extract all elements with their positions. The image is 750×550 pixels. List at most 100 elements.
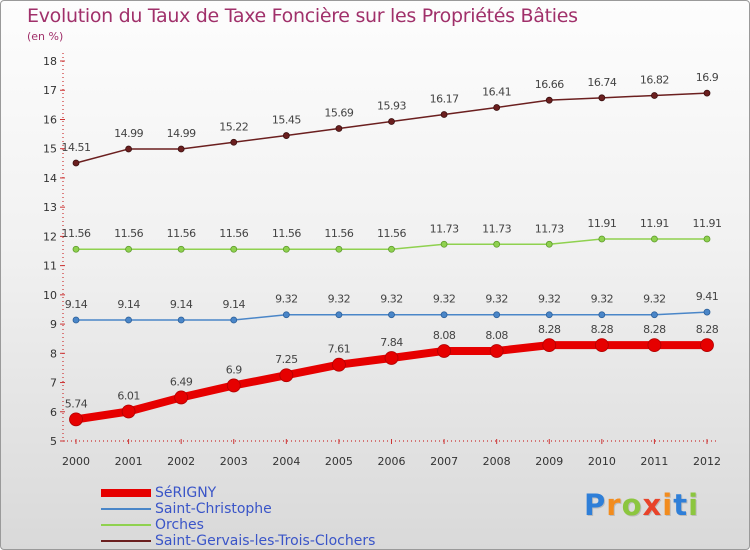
data-label: 11.73 (430, 222, 459, 235)
data-label: 9.41 (696, 290, 719, 303)
x-tick-label: 2011 (640, 455, 668, 468)
y-tick-label: 18 (43, 55, 57, 68)
legend-label: Orches (155, 517, 204, 533)
data-point (121, 404, 136, 419)
proxiti-logo: Proxiti (584, 488, 699, 522)
data-label: 7.25 (275, 353, 298, 366)
x-tick-label: 2005 (325, 455, 353, 468)
data-label: 8.28 (643, 323, 666, 336)
logo-letter: r (606, 488, 622, 522)
data-point (72, 159, 80, 167)
data-point (177, 145, 185, 153)
data-label: 8.28 (538, 323, 561, 336)
data-label: 14.51 (62, 141, 91, 154)
data-point (647, 338, 662, 353)
data-label: 5.74 (65, 397, 88, 410)
data-label: 11.91 (640, 217, 669, 230)
y-tick-label: 12 (43, 230, 57, 243)
data-point (282, 311, 290, 319)
data-point (230, 316, 238, 324)
legend-swatch (101, 508, 151, 510)
data-label: 11.91 (693, 217, 722, 230)
data-point (542, 338, 557, 353)
data-label: 11.56 (167, 227, 196, 240)
data-point (282, 245, 290, 253)
x-tick-label: 2010 (588, 455, 616, 468)
data-label: 6.9 (226, 363, 242, 376)
data-point (125, 316, 132, 324)
data-label: 11.56 (219, 227, 248, 240)
data-label: 8.08 (485, 329, 508, 342)
legend-swatch (101, 540, 151, 542)
x-tick-label: 2002 (167, 455, 195, 468)
data-label: 7.84 (380, 336, 403, 349)
data-point (703, 308, 711, 316)
logo-letter: t (673, 488, 689, 522)
y-tick-label: 10 (43, 289, 57, 302)
y-tick-label: 17 (43, 84, 57, 97)
data-label: 9.14 (117, 298, 140, 311)
legend-swatch (101, 489, 151, 497)
x-tick-label: 2012 (693, 455, 721, 468)
data-label: 9.14 (65, 298, 88, 311)
y-tick-label: 13 (43, 201, 57, 214)
data-label: 15.22 (219, 120, 248, 133)
data-label: 9.32 (275, 293, 298, 306)
data-label: 16.41 (482, 85, 511, 98)
x-tick-label: 2003 (220, 455, 248, 468)
data-label: 9.14 (170, 298, 193, 311)
y-tick-label: 15 (43, 143, 57, 156)
data-point (335, 125, 343, 132)
data-point (335, 311, 343, 319)
data-point (437, 344, 451, 358)
data-label: 9.32 (591, 293, 614, 306)
data-point (174, 390, 189, 405)
data-label: 9.32 (538, 293, 561, 306)
x-tick-label: 2001 (115, 455, 143, 468)
data-point (440, 311, 448, 319)
y-tick-label: 8 (50, 347, 57, 360)
data-label: 11.73 (482, 222, 511, 235)
data-point (230, 138, 238, 146)
data-point (651, 92, 658, 99)
data-label: 16.66 (535, 78, 564, 91)
data-point (72, 245, 80, 253)
data-point (332, 357, 346, 372)
data-point (598, 94, 606, 102)
data-point (489, 344, 504, 358)
y-tick-label: 5 (50, 435, 57, 448)
data-label: 8.28 (591, 323, 614, 336)
data-label: 8.08 (433, 329, 456, 342)
data-label: 15.45 (272, 114, 301, 127)
data-label: 15.93 (377, 100, 406, 113)
y-tick-label: 6 (50, 406, 57, 419)
data-label: 9.32 (433, 293, 456, 306)
data-label: 16.82 (640, 73, 669, 86)
data-label: 15.69 (324, 107, 353, 120)
legend-label: SéRIGNY (155, 485, 217, 501)
data-point (651, 311, 658, 319)
data-point (440, 111, 448, 118)
data-label: 9.32 (643, 293, 666, 306)
legend-label: Saint-Christophe (155, 501, 272, 517)
legend-swatch (101, 524, 151, 526)
page-title: Evolution du Taux de Taxe Foncière sur l… (27, 5, 578, 27)
data-point (335, 245, 343, 253)
data-label: 11.56 (377, 227, 406, 240)
data-point (72, 316, 80, 324)
data-label: 11.73 (535, 222, 564, 235)
data-point (545, 240, 553, 248)
logo-letter: x (642, 488, 663, 522)
data-point (226, 378, 241, 393)
data-point (384, 351, 399, 365)
x-tick-label: 2000 (62, 455, 90, 468)
data-label: 6.01 (117, 389, 140, 402)
data-label: 14.99 (167, 127, 196, 140)
logo-letter: o (621, 488, 643, 522)
data-point (388, 245, 395, 253)
data-label: 16.17 (430, 92, 459, 105)
data-point (545, 96, 553, 104)
data-point (545, 311, 553, 319)
